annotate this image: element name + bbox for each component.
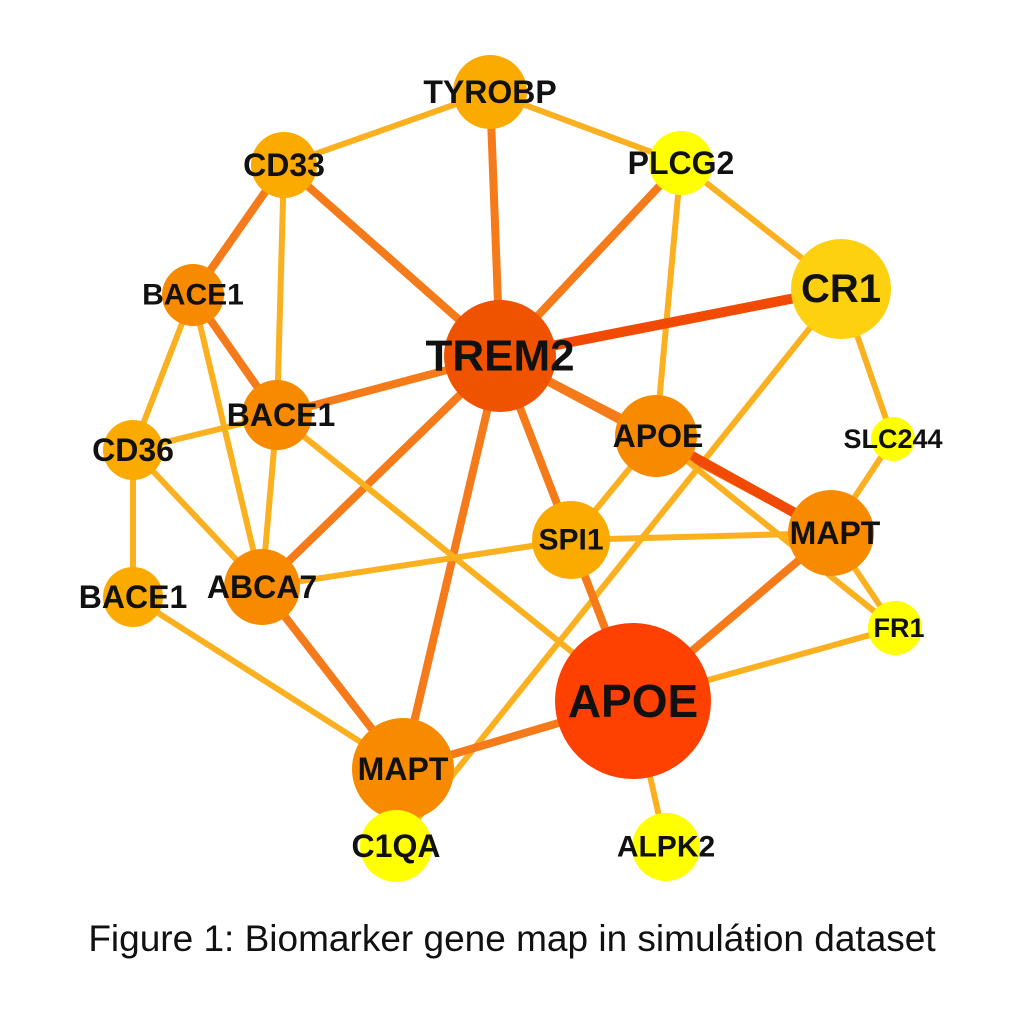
node-bace1-a: BACE1 bbox=[142, 264, 244, 326]
node-circle bbox=[352, 718, 454, 820]
node-slc244: SLC244 bbox=[843, 417, 943, 461]
node-mapt-bottom: MAPT bbox=[352, 718, 454, 820]
edges-layer bbox=[130, 88, 898, 850]
node-label: APOE bbox=[568, 675, 698, 727]
node-circle bbox=[360, 810, 432, 882]
node-label: ALPK2 bbox=[617, 831, 715, 864]
node-label: PLCG2 bbox=[628, 145, 735, 181]
edge-trem2-mapt_bottom bbox=[399, 352, 504, 773]
node-abca7: ABCA7 bbox=[207, 549, 317, 625]
node-circle bbox=[242, 380, 312, 450]
node-spi1: SPI1 bbox=[532, 501, 610, 579]
node-label: SLC244 bbox=[843, 424, 942, 454]
node-cd33: CD33 bbox=[243, 132, 325, 198]
node-circle bbox=[868, 601, 922, 655]
node-mapt-right: MAPT bbox=[788, 490, 881, 576]
node-label: BACE1 bbox=[227, 397, 335, 433]
node-label: CR1 bbox=[801, 267, 881, 311]
node-bace1-c: BACE1 bbox=[79, 567, 187, 627]
node-circle bbox=[224, 549, 300, 625]
node-alpk2: ALPK2 bbox=[617, 813, 715, 881]
node-circle bbox=[251, 132, 317, 198]
node-plcg2: PLCG2 bbox=[628, 131, 735, 195]
node-tyrobp: TYROBP bbox=[423, 55, 557, 129]
node-label: TREM2 bbox=[425, 332, 574, 381]
node-label: MAPT bbox=[790, 515, 881, 551]
figure-caption: Figure 1: Biomarker gene map in simuláŧi… bbox=[88, 918, 936, 959]
node-apoe-small: APOE bbox=[613, 395, 704, 477]
node-circle bbox=[788, 490, 874, 576]
edge-bace1_a-abca7 bbox=[190, 292, 265, 590]
edge-cd33-bace1_b bbox=[274, 162, 287, 418]
node-label: BACE1 bbox=[79, 579, 187, 615]
node-c1qa: C1QA bbox=[352, 810, 441, 882]
node-circle bbox=[791, 239, 891, 339]
nodes-layer: TYROBP CD33 PLCG2 CR1 BACE1 TREM2 BACE1 APOE SLC… bbox=[79, 55, 943, 882]
node-label: CD33 bbox=[243, 147, 325, 183]
node-label: C1QA bbox=[352, 828, 441, 864]
node-cr1: CR1 bbox=[791, 239, 891, 339]
node-circle bbox=[103, 567, 163, 627]
node-label: FR1 bbox=[873, 613, 924, 643]
node-label: APOE bbox=[613, 418, 704, 454]
node-label: ABCA7 bbox=[207, 569, 317, 605]
node-circle bbox=[649, 131, 713, 195]
node-circle bbox=[103, 420, 163, 480]
node-trem2: TREM2 bbox=[425, 300, 575, 412]
node-circle bbox=[453, 55, 527, 129]
edge-cr1-trem2 bbox=[495, 284, 846, 361]
node-label: MAPT bbox=[358, 751, 449, 787]
node-circle bbox=[615, 395, 697, 477]
node-apoe-big: APOE bbox=[555, 623, 711, 779]
edge-bace1_c-mapt_bottom bbox=[130, 594, 406, 772]
node-circle bbox=[532, 501, 610, 579]
gene-network-diagram: TYROBP CD33 PLCG2 CR1 BACE1 TREM2 BACE1 APOE SLC… bbox=[79, 55, 943, 882]
edge-spi1-abca7 bbox=[259, 537, 574, 590]
node-label: SPI1 bbox=[538, 524, 603, 557]
node-circle bbox=[444, 300, 556, 412]
node-bace1-b: BACE1 bbox=[227, 380, 335, 450]
node-label: CD36 bbox=[92, 432, 174, 468]
node-circle bbox=[162, 264, 224, 326]
node-circle bbox=[555, 623, 711, 779]
edge-plcg2-apoe_small bbox=[653, 160, 684, 439]
node-circle bbox=[871, 417, 915, 461]
node-circle bbox=[632, 813, 700, 881]
node-label: BACE1 bbox=[142, 279, 244, 312]
node-cd36: CD36 bbox=[92, 420, 174, 480]
node-label: TYROBP bbox=[423, 74, 556, 110]
edge-spi1-mapt_right bbox=[568, 530, 834, 543]
node-fr1: FR1 bbox=[868, 601, 925, 655]
